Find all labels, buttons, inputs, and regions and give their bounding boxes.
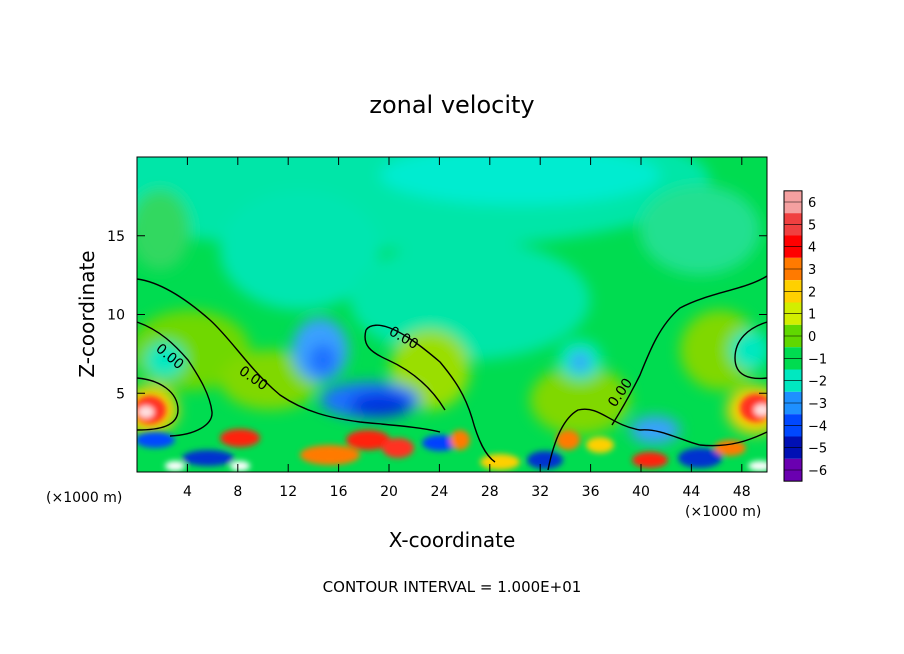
y-tick-label: 5	[116, 386, 125, 402]
y-tick-label: 10	[107, 308, 125, 324]
colorbar-label: −2	[808, 375, 827, 390]
heatmap-field: 0.00 0.00 0.00 0.00	[137, 157, 767, 472]
x-tick-label: 28	[481, 484, 499, 500]
x-tick-label: 4	[183, 484, 192, 500]
x-unit-label-right: (×1000 m)	[685, 504, 761, 520]
contour-line-center-loop	[364, 329, 446, 411]
colorbar-label: 5	[808, 218, 816, 233]
colorbar-label: −6	[808, 464, 827, 479]
x-tick-label: 40	[632, 484, 650, 500]
x-tick-label: 24	[430, 484, 448, 500]
x-tick-label: 12	[279, 484, 297, 500]
colorbar-label: −1	[808, 352, 827, 367]
contour-line-center	[365, 324, 496, 463]
contour-line-left-lower	[137, 321, 213, 437]
contour-line-right-loop	[734, 321, 767, 380]
colorbar-label: 3	[808, 263, 816, 278]
colorbar-label: 0	[808, 330, 816, 345]
x-axis-label: X-coordinate	[389, 528, 516, 552]
contour-interval-footer: CONTOUR INTERVAL = 1.000E+01	[323, 578, 582, 596]
colorbar-label: −5	[808, 442, 827, 457]
y-tick-label: 15	[107, 229, 125, 245]
x-tick-label: 36	[582, 484, 600, 500]
contour-line-right	[611, 275, 767, 426]
colorbar-label: 4	[808, 241, 816, 256]
colorbar-label: 6	[808, 196, 816, 211]
y-axis-ticks: 5 10 15	[107, 229, 767, 402]
x-tick-label: 44	[682, 484, 700, 500]
x-tick-label: 16	[330, 484, 348, 500]
x-tick-label: 48	[733, 484, 751, 500]
chart-title: zonal velocity	[369, 91, 534, 119]
colorbar-label: 2	[808, 285, 816, 300]
contour-line-left-bulge	[137, 377, 179, 431]
x-tick-label: 32	[531, 484, 549, 500]
x-tick-label: 20	[380, 484, 398, 500]
colorbar-label: −3	[808, 397, 827, 412]
colorbar: 6 5 4 3 2 1 0 −1 −2 −3 −4 −5 −6	[783, 190, 827, 482]
x-axis-ticks: 4 8 12 16 20 24 28 32 36 40 44 48	[183, 157, 751, 500]
zero-contours	[137, 275, 767, 471]
contour-line-left-upper	[137, 278, 441, 433]
y-axis-label: Z-coordinate	[75, 250, 99, 377]
colorbar-label: 1	[808, 308, 816, 323]
contour-line-bottom	[547, 408, 767, 471]
x-unit-label-left: (×1000 m)	[46, 490, 122, 506]
x-tick-label: 8	[233, 484, 242, 500]
colorbar-label: −4	[808, 419, 827, 434]
